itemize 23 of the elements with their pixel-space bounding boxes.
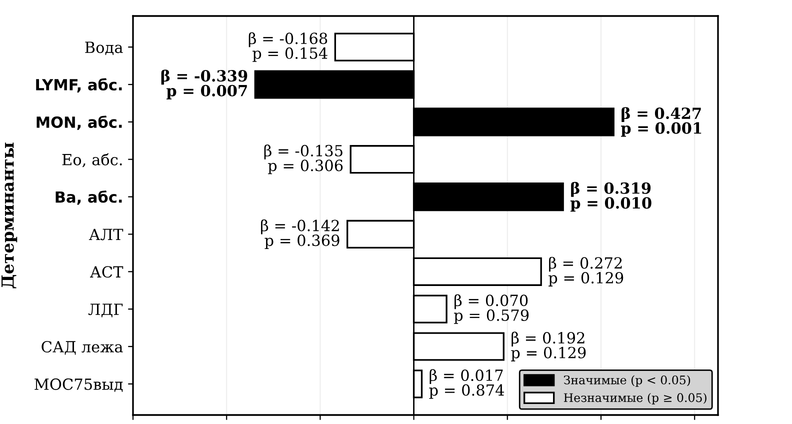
data-label: β = -0.339 p = 0.007	[161, 70, 248, 100]
data-label: β = -0.168 p = 0.154	[248, 32, 328, 62]
data-label: β = 0.319 p = 0.010	[570, 182, 652, 212]
y-tick-label: САД лежа	[42, 340, 123, 355]
y-tick-label: АЛТ	[88, 228, 124, 240]
y-tick-label: Ео, абс.	[62, 153, 122, 168]
y-tick-label: АСТ	[90, 266, 124, 278]
data-label: β = 0.192 p = 0.129	[511, 332, 586, 362]
y-tick-label: ЛДГ	[88, 304, 123, 318]
y-tick-label: LYMF, абс.	[36, 78, 122, 92]
data-label: β = 0.017 p = 0.874	[429, 369, 504, 399]
legend-label: Незначимые (p ≥ 0.05)	[564, 392, 706, 404]
data-label: β = 0.272 p = 0.129	[548, 256, 624, 286]
y-tick-label: МОС75выд	[34, 378, 123, 392]
data-label: β = -0.142 p = 0.369	[261, 219, 340, 250]
legend-label: Значимые (p < 0.05)	[564, 375, 690, 387]
data-label: β = 0.427 p = 0.001	[621, 107, 702, 137]
y-tick-label: MON, абс.	[36, 116, 122, 130]
data-label: β = 0.070 p = 0.579	[454, 294, 529, 324]
data-label: β = -0.135 p = 0.306	[264, 144, 343, 174]
y-tick-label: Ba, абс.	[56, 190, 122, 205]
y-axis-title: Детерминанты	[2, 142, 18, 288]
y-tick-label: Вода	[85, 42, 123, 55]
